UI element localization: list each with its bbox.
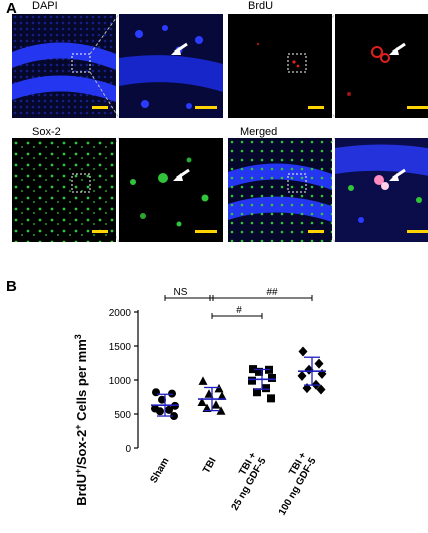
merged-zoom-image — [335, 138, 428, 242]
dapi-zoom-image — [119, 14, 223, 118]
data-point — [204, 389, 214, 398]
y-tick-label: 1500 — [109, 342, 132, 353]
data-point — [152, 388, 160, 397]
arrow-icon — [173, 168, 190, 181]
data-point — [314, 358, 324, 369]
scale-bar — [407, 230, 428, 233]
scatter-chart: BrdU+/Sox-2+ Cells per mm3 0 500 1000 1500 2… — [73, 287, 327, 517]
data-point — [165, 405, 173, 414]
arrow-icon — [389, 168, 406, 181]
data-point — [268, 373, 276, 382]
data-point — [304, 364, 314, 375]
scale-bar — [407, 106, 428, 109]
brdu-overview-svg — [228, 14, 332, 118]
data-point — [297, 370, 307, 381]
scale-bar — [308, 106, 324, 109]
annotation-hash1: # — [236, 305, 242, 316]
merged-zoom-svg — [335, 138, 428, 242]
data-point — [211, 400, 221, 409]
panel-a-letter: A — [6, 0, 17, 17]
label-dapi: DAPI — [32, 0, 58, 12]
sox2-zoom-image — [119, 138, 223, 242]
merged-overview-svg — [228, 138, 332, 242]
scale-bar — [195, 230, 217, 233]
scale-bar — [195, 106, 217, 109]
scale-bar — [308, 230, 324, 233]
data-point — [168, 389, 176, 398]
y-axis-label: BrdU+/Sox-2+ Cells per mm3 — [73, 334, 89, 506]
data-points — [151, 346, 327, 421]
label-brdu: BrdU — [248, 0, 274, 12]
sox2-overview-svg — [12, 138, 116, 242]
scale-bar — [92, 106, 108, 109]
data-point — [298, 346, 308, 357]
axes: 0 500 1000 1500 2000 — [109, 295, 313, 455]
arrow-icon — [389, 42, 406, 55]
label-merged: Merged — [240, 126, 278, 138]
data-point — [316, 384, 326, 395]
arrow-icon — [171, 42, 188, 55]
data-point — [267, 394, 275, 403]
y-tick-label: 1000 — [109, 376, 132, 387]
x-tick-label: TBI +100 ng GDF-5 — [267, 450, 319, 517]
dapi-overview-image — [12, 14, 116, 118]
panel-b-letter: B — [6, 278, 17, 295]
annotation-ns: NS — [174, 287, 188, 298]
sox2-zoom-svg — [119, 138, 223, 242]
brdu-overview-image — [228, 14, 332, 118]
significance-annotations: NS ## # — [174, 287, 278, 316]
brdu-zoom-image — [335, 14, 428, 118]
data-point — [170, 412, 178, 421]
data-point — [262, 384, 270, 393]
dapi-zoom-svg — [119, 14, 223, 118]
data-point — [248, 376, 256, 385]
dapi-overview-svg — [12, 14, 116, 118]
data-point — [217, 391, 227, 400]
x-tick-label: Sham — [148, 456, 171, 485]
data-point — [249, 365, 257, 374]
sox2-overview-image — [12, 138, 116, 242]
x-tick-label: TBI +25 ng GDF-5 — [220, 450, 269, 512]
data-point — [202, 403, 212, 413]
merged-overview-image — [228, 138, 332, 242]
x-tick-label: TBI — [201, 456, 219, 476]
label-sox2: Sox-2 — [32, 126, 61, 138]
data-point — [197, 397, 207, 406]
data-point — [255, 367, 263, 376]
x-tick-labels: Sham TBI TBI +25 ng GDF-5 TBI +100 ng GDF-5 — [148, 450, 318, 517]
y-tick-label: 500 — [114, 410, 131, 421]
data-point — [156, 407, 164, 416]
y-tick-label: 0 — [125, 444, 131, 455]
data-point — [198, 376, 208, 385]
brdu-zoom-svg — [335, 14, 428, 118]
data-point — [216, 406, 226, 415]
y-tick-label: 2000 — [109, 308, 132, 319]
data-point — [158, 395, 166, 404]
annotation-hash2: ## — [266, 287, 278, 298]
data-point — [253, 388, 261, 397]
scale-bar — [92, 230, 108, 233]
